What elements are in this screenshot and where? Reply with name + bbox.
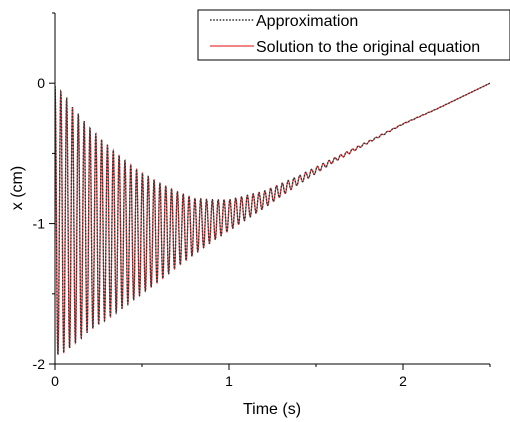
- legend-label-solution: Solution to the original equation: [256, 39, 480, 56]
- plot-area: [55, 82, 490, 355]
- x-tick-label: 2: [399, 373, 407, 389]
- y-axis-title: x (cm): [9, 166, 26, 210]
- y-tick-label: -2: [33, 356, 46, 372]
- legend-label-approximation: Approximation: [256, 13, 358, 30]
- legend: Approximation Solution to the original e…: [197, 9, 510, 61]
- x-tick-label: 1: [225, 373, 233, 389]
- x-axis-title: Time (s): [243, 401, 301, 418]
- axes: 0 1 2 0 -1 -2: [33, 12, 491, 389]
- x-tick-label: 0: [51, 373, 59, 389]
- y-tick-label: -1: [33, 216, 46, 232]
- y-tick-label: 0: [37, 75, 45, 91]
- x-axis-ticks: 0 1 2: [51, 364, 491, 389]
- legend-box: [197, 9, 510, 61]
- series-approximation-line: [55, 82, 490, 355]
- y-axis-ticks: 0 -1 -2: [33, 12, 55, 372]
